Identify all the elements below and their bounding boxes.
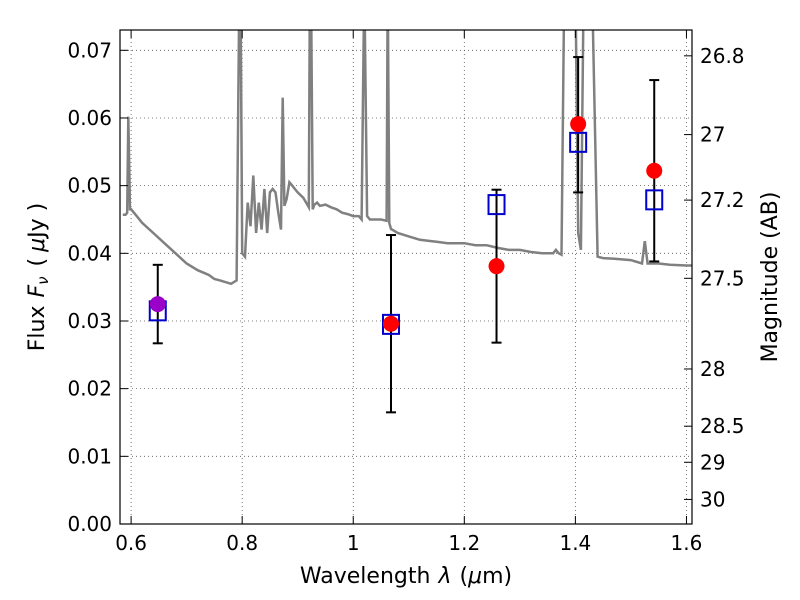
plot-frame (119, 29, 693, 525)
x-axis-unit-open: ( (459, 564, 468, 589)
y-axis-label-text: Flux (25, 306, 50, 352)
x-tick-label: 1.6 (671, 531, 703, 555)
y-axis-label: Flux Fν ( μJy ) (25, 203, 52, 351)
model-photometry-point (382, 313, 401, 335)
y-tick-label: 0.06 (67, 106, 112, 130)
x-tick-label: 0.6 (115, 531, 147, 555)
mag-tick-label: 28.5 (700, 414, 745, 438)
observed-point (383, 315, 400, 332)
right-axis-label: Magnitude (AB) (758, 192, 783, 363)
x-axis-unit-rest: m) (482, 564, 512, 589)
y-tick-label: 0.02 (67, 377, 112, 401)
x-axis-lambda: λ (437, 564, 451, 589)
x-axis-label: Wavelength λ (μm) (300, 564, 512, 589)
y-tick-label: 0.04 (67, 241, 112, 265)
mag-tick-label: 27 (700, 123, 725, 147)
observed-point (149, 296, 166, 313)
grid-layer (120, 30, 692, 524)
mag-tick-label: 27.5 (700, 266, 745, 290)
mag-tick-label: 26.8 (700, 44, 745, 68)
model-layer (122, 30, 692, 286)
observed-point (646, 162, 663, 179)
y-axis-unit-mu: μ (25, 238, 50, 253)
y-tick-label: 0.07 (67, 38, 112, 62)
y-tick-label: 0.05 (67, 174, 112, 198)
mag-tick-label: 30 (700, 487, 725, 511)
observed-point (570, 116, 587, 133)
mag-tick-label: 29 (700, 450, 725, 474)
x-axis-label-text: Wavelength (300, 564, 431, 589)
y-tick-label: 0.01 (67, 444, 112, 468)
marker-layer (148, 56, 664, 414)
model-spectrum-line (122, 30, 692, 286)
frame-layer (119, 29, 693, 525)
y-axis-nu: ν (34, 276, 52, 284)
y-axis-unit-open: ( (25, 258, 50, 267)
x-tick-label: 0.8 (226, 531, 258, 555)
y-tick-label: 0.03 (67, 309, 112, 333)
x-axis-unit-mu: μ (467, 564, 482, 589)
y-axis-unit-rest: Jy ) (25, 203, 50, 240)
model-photometry-point (569, 131, 588, 153)
model-photometry-point (487, 194, 506, 216)
x-tick-label: 1.4 (559, 531, 591, 555)
x-tick-label: 1.2 (448, 531, 480, 555)
observed-point (488, 258, 505, 275)
mag-tick-label: 28 (700, 357, 725, 381)
y-axis-F: F (25, 285, 50, 298)
tick-layer: 0.6 0.8 1 1.2 1.4 1.6 0.00 0.01 0.02 0.03 0.04 0.05… (67, 30, 745, 555)
model-photometry-point (645, 189, 664, 211)
x-tick-label: 1 (347, 531, 360, 555)
mag-tick-label: 27.2 (700, 188, 745, 212)
y-tick-label: 0.00 (67, 512, 112, 536)
